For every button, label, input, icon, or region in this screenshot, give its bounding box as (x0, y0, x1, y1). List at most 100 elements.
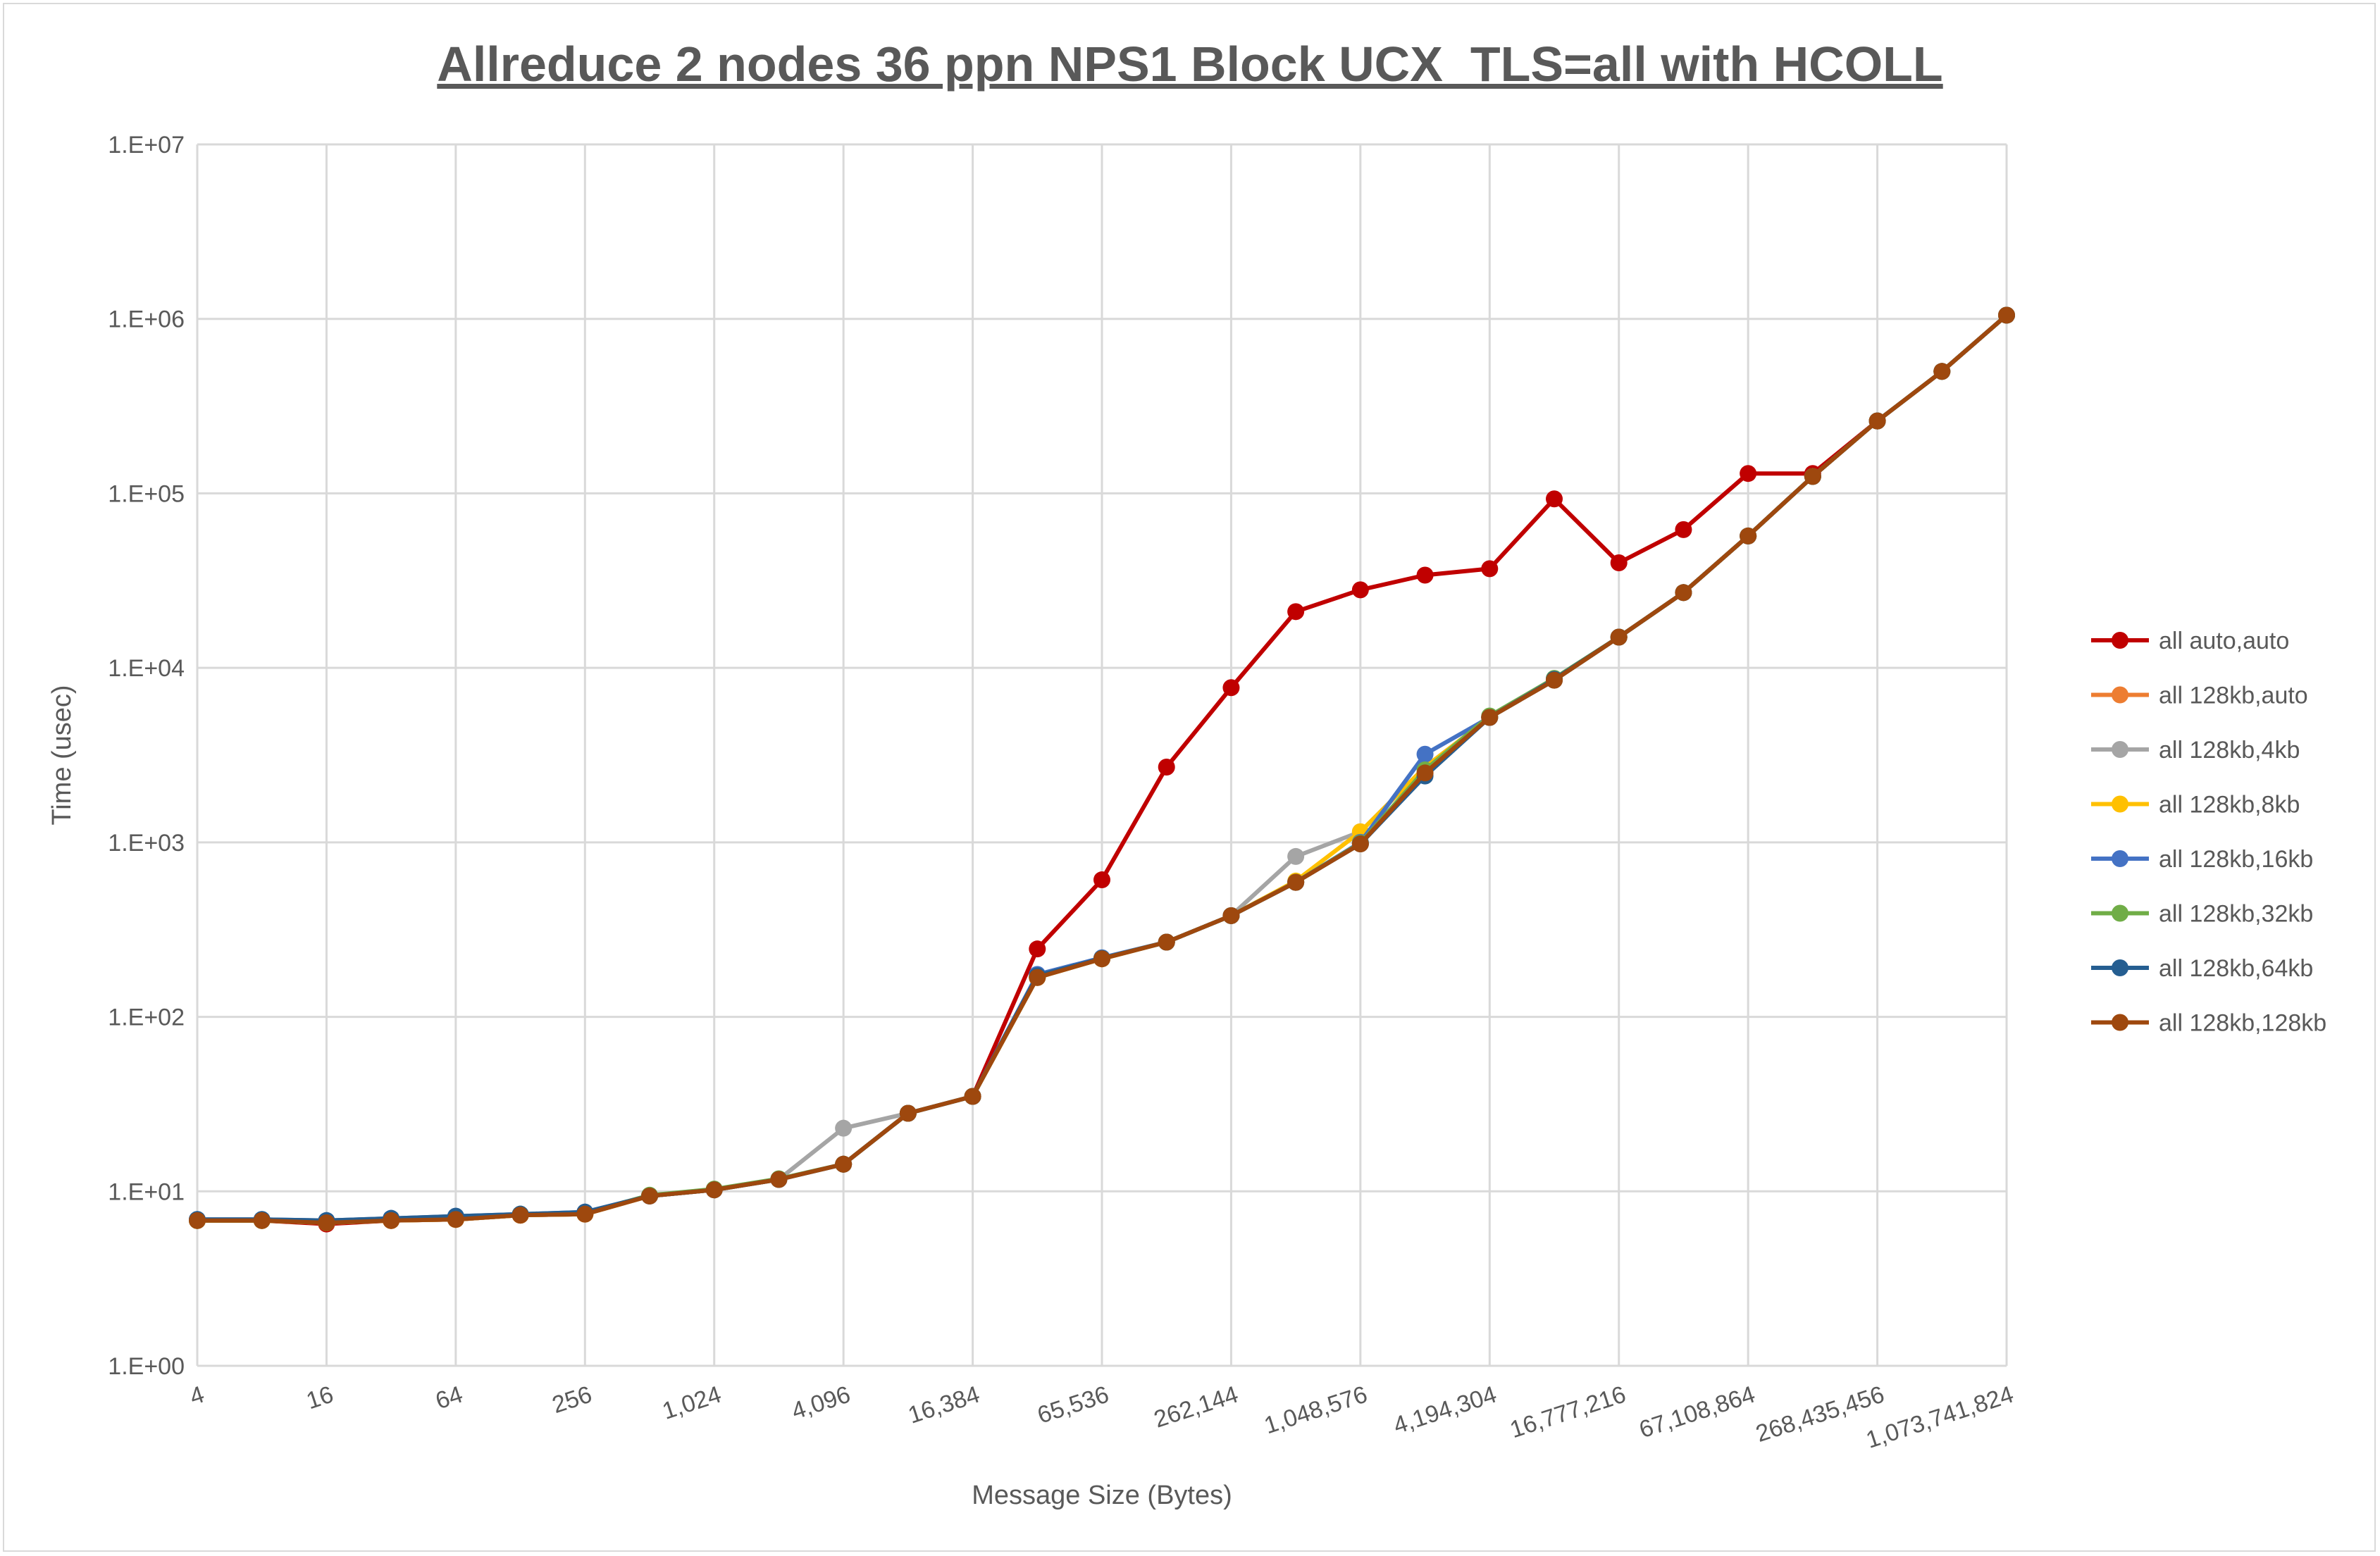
y-tick-label: 1.E+06 (108, 306, 185, 333)
data-point (1416, 764, 1434, 782)
data-point (1287, 847, 1305, 865)
data-point (1287, 603, 1305, 621)
legend-label: all 128kb,32kb (2159, 901, 2313, 928)
data-point (1675, 584, 1692, 602)
y-axis: 1.E+00 1.E+01 1.E+02 1.E+03 1.E+04 1.E+05 1.E+… (108, 132, 185, 1380)
y-tick-label: 1.E+01 (108, 1178, 185, 1205)
data-point (1416, 566, 1434, 584)
chart-title: Allreduce 2 nodes 36 ppn NPS1 Block UCX_… (437, 37, 1942, 92)
data-point (1998, 306, 2015, 324)
legend-item: all 128kb,16kb (2091, 846, 2313, 873)
y-tick-label: 1.E+02 (108, 1004, 185, 1031)
series-all-128kb-128kb (189, 306, 2015, 1231)
series-group (189, 306, 2015, 1233)
legend-marker (2112, 1014, 2128, 1031)
data-point (1868, 412, 1886, 430)
data-point (1093, 871, 1110, 889)
legend-marker (2112, 741, 2128, 758)
data-point (1158, 759, 1175, 776)
x-axis-title: Message Size (Bytes) (972, 1481, 1232, 1510)
x-tick-label: 1,048,576 (1261, 1381, 1371, 1439)
x-axis: 4 16 64 256 1,024 4,096 16,384 65,536 262,144 1,0… (187, 1381, 2017, 1453)
legend-label: all auto,auto (2159, 628, 2289, 654)
legend-item: all 128kb,64kb (2091, 955, 2313, 982)
legend-marker (2112, 632, 2128, 649)
data-point (1740, 527, 1757, 544)
data-point (1481, 709, 1499, 726)
legend-item: all 128kb,128kb (2091, 1010, 2326, 1037)
x-tick-label: 65,536 (1034, 1381, 1112, 1429)
data-point (576, 1205, 594, 1223)
legend-marker (2112, 795, 2128, 813)
legend-item: all 128kb,4kb (2091, 737, 2300, 764)
legend-item: all 128kb,auto (2091, 683, 2308, 709)
legend-label: all 128kb,4kb (2159, 737, 2300, 764)
chart-area (3, 3, 2376, 1552)
legend-marker (2112, 904, 2128, 922)
legend-marker (2112, 959, 2128, 976)
data-point (1093, 950, 1110, 968)
data-point (1610, 554, 1628, 572)
y-tick-label: 1.E+07 (108, 132, 185, 158)
data-point (1287, 873, 1305, 891)
legend-item: all 128kb,32kb (2091, 901, 2313, 928)
data-point (1351, 835, 1369, 853)
data-point (1029, 940, 1046, 958)
legend-label: all 128kb,auto (2159, 683, 2308, 709)
data-point (1029, 969, 1046, 986)
data-point (512, 1207, 529, 1224)
data-point (1740, 465, 1757, 483)
legend-label: all 128kb,64kb (2159, 955, 2313, 982)
data-point (1610, 628, 1628, 646)
data-point (835, 1119, 853, 1137)
legend-label: all 128kb,8kb (2159, 792, 2300, 819)
data-point (1933, 363, 1951, 380)
legend-label: all 128kb,16kb (2159, 846, 2313, 873)
data-point (1351, 581, 1369, 599)
data-point (1546, 490, 1563, 508)
x-tick-label: 16,384 (905, 1381, 983, 1429)
data-point (383, 1212, 400, 1229)
data-point (1546, 671, 1563, 689)
legend-marker (2112, 850, 2128, 867)
x-tick-label: 1,073,741,824 (1863, 1381, 2017, 1453)
x-tick-label: 16 (303, 1381, 337, 1414)
y-tick-label: 1.E+05 (108, 480, 185, 507)
x-tick-label: 4,194,304 (1390, 1381, 1500, 1439)
x-tick-label: 1,024 (659, 1381, 725, 1424)
data-point (1675, 521, 1692, 538)
data-point (1416, 745, 1434, 763)
data-point (899, 1104, 917, 1122)
x-tick-label: 67,108,864 (1636, 1381, 1759, 1443)
legend-label: all 128kb,128kb (2159, 1010, 2326, 1037)
data-point (1222, 907, 1240, 924)
data-point (447, 1211, 464, 1228)
data-point (770, 1171, 788, 1188)
x-tick-label: 4,096 (788, 1381, 854, 1424)
y-tick-label: 1.E+04 (108, 655, 185, 682)
data-point (318, 1214, 335, 1231)
data-point (705, 1181, 723, 1199)
data-point (641, 1187, 658, 1205)
x-tick-label: 16,777,216 (1507, 1381, 1630, 1443)
legend-item: all 128kb,8kb (2091, 792, 2300, 819)
data-point (189, 1212, 206, 1229)
y-tick-label: 1.E+03 (108, 830, 185, 857)
legend-item: all auto,auto (2091, 628, 2289, 654)
data-point (253, 1212, 271, 1229)
data-point (1804, 468, 1821, 485)
data-point (1481, 560, 1499, 578)
y-axis-title: Time (usec) (47, 685, 77, 825)
x-tick-label: 64 (433, 1381, 466, 1414)
x-tick-label: 256 (549, 1381, 595, 1419)
data-point (1158, 933, 1175, 951)
x-tick-label: 262,144 (1151, 1381, 1241, 1433)
data-point (835, 1155, 853, 1173)
data-point (1222, 679, 1240, 697)
y-tick-label: 1.E+00 (108, 1353, 185, 1380)
x-tick-label: 4 (187, 1381, 208, 1410)
data-point (964, 1088, 981, 1105)
legend-marker (2112, 686, 2128, 704)
gridlines (196, 143, 2008, 1367)
